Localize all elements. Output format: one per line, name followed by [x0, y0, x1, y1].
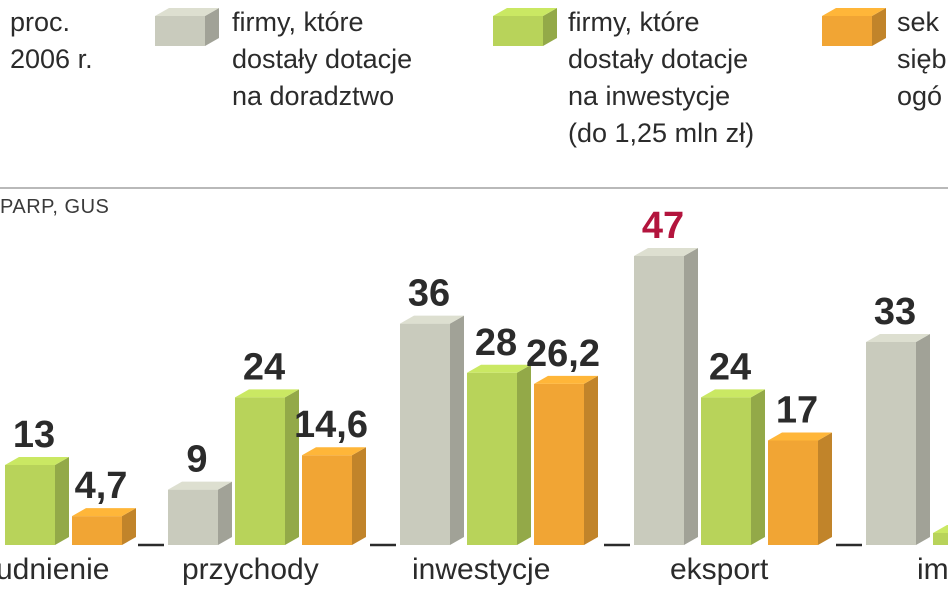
- bar-1-0-side: [218, 481, 232, 545]
- bar-3-0-front: [634, 255, 684, 545]
- bar-4-0-side: [916, 334, 930, 545]
- data-label-2-0: 36: [408, 273, 450, 315]
- bar-4-0-front: [866, 342, 916, 545]
- legend-entry-2: firmy, które dostały dotacje na inwestyc…: [568, 4, 754, 152]
- legend-2-line1: firmy, które: [568, 7, 700, 37]
- bar-2-0: [400, 315, 464, 545]
- bar-3-0-side: [684, 247, 698, 545]
- data-label-2-1: 28: [475, 322, 517, 364]
- bar-1-0: [168, 481, 232, 545]
- legend-swatch-2-top: [493, 8, 557, 16]
- bar-4-1: [933, 525, 948, 545]
- bar-3-2-front: [768, 440, 818, 545]
- category-label-eksport: eksport: [670, 553, 769, 586]
- legend-1-line1: firmy, które: [232, 7, 364, 37]
- legend-swatch-2-side: [543, 8, 557, 46]
- bar-2-2-top: [534, 375, 598, 384]
- legend-swatch-3-front: [822, 16, 872, 46]
- bar-0-1-front: [5, 465, 55, 545]
- data-label-0-1: 13: [13, 414, 55, 456]
- data-label-3-0: 47: [642, 205, 684, 247]
- bar-0-1: [5, 457, 69, 545]
- unit-label-line2: 2006 r.: [10, 44, 93, 74]
- unit-label: proc. 2006 r.: [0, 4, 93, 78]
- bar-3-2-side: [818, 432, 832, 545]
- bar-3-2: [768, 432, 832, 545]
- bar-4-0-top: [866, 334, 930, 343]
- bar-4-0: [866, 334, 930, 545]
- bar-2-2-side: [584, 375, 598, 545]
- bar-1-1-side: [285, 389, 299, 545]
- bar-2-1-top: [467, 364, 531, 373]
- category-label-inwestycje: inwestycje: [412, 553, 551, 586]
- bar-4-1-front: [933, 533, 948, 545]
- data-label-3-2: 17: [776, 389, 818, 431]
- bar-2-2: [534, 375, 598, 545]
- data-label-0-2: 4,7: [75, 465, 128, 507]
- bar-3-0: [634, 247, 698, 545]
- header-divider: [0, 187, 948, 189]
- bar-1-1-front: [235, 397, 285, 545]
- legend-swatch-1-side: [205, 8, 219, 46]
- data-label-3-1: 24: [709, 346, 751, 388]
- bar-3-2-top: [768, 432, 832, 441]
- bar-0-1-side: [55, 457, 69, 545]
- bar-1-0-top: [168, 481, 232, 490]
- data-label-1-1: 24: [243, 346, 285, 388]
- bar-1-2: [302, 447, 366, 545]
- bar-1-2-side: [352, 447, 366, 545]
- bar-0-2-front: [72, 516, 122, 545]
- bar-3-1-front: [701, 397, 751, 545]
- legend-1-line2: dostały dotacje: [232, 44, 413, 74]
- legend-entry-1: firmy, które dostały dotacje na doradztw…: [232, 4, 412, 115]
- data-label-4-0: 33: [874, 291, 916, 333]
- legend-3-line1: sek: [897, 7, 940, 37]
- bar-2-1-side: [517, 364, 531, 545]
- legend-swatch-1-front: [155, 16, 205, 46]
- data-label-1-0: 9: [186, 439, 207, 481]
- bar-0-2-top: [72, 508, 136, 517]
- bar-1-0-front: [168, 489, 218, 545]
- legend-swatch-2: [493, 8, 557, 46]
- legend-3-line3: ogó: [897, 81, 943, 111]
- category-label-zatrudnienie: udnienie: [0, 553, 110, 586]
- legend-swatch-3: [822, 8, 886, 46]
- legend-3-line2: sięb: [897, 44, 947, 74]
- bar-2-0-top: [400, 315, 464, 324]
- bar-1-1: [235, 389, 299, 545]
- legend-2-line4: (do 1,25 mln zł): [568, 118, 755, 148]
- bar-2-1-front: [467, 372, 517, 545]
- bar-1-2-front: [302, 455, 352, 545]
- legend-swatch-1: [155, 8, 219, 46]
- data-label-1-2: 14,6: [294, 404, 368, 446]
- bar-2-2-front: [534, 383, 584, 545]
- data-label-2-2: 26,2: [526, 333, 600, 375]
- legend-swatch-1-top: [155, 8, 219, 16]
- bar-3-0-top: [634, 247, 698, 256]
- bar-3-1-top: [701, 389, 765, 398]
- bar-2-0-side: [450, 315, 464, 545]
- bar-1-2-top: [302, 447, 366, 456]
- bar-0-2-side: [122, 508, 136, 545]
- category-label-import: im: [917, 553, 948, 586]
- bar-0-1-top: [5, 457, 69, 466]
- legend-entry-3: sek sięb ogó: [897, 4, 947, 115]
- legend-1-line3: na doradztwo: [232, 81, 395, 111]
- bar-3-1: [701, 389, 765, 545]
- legend-swatch-3-side: [872, 8, 886, 46]
- legend-swatch-3-top: [822, 8, 886, 16]
- legend-2-line2: dostały dotacje: [568, 44, 749, 74]
- unit-label-line1: proc.: [10, 7, 71, 37]
- bar-2-1: [467, 364, 531, 545]
- legend-2-line3: na inwestycje: [568, 81, 731, 111]
- source-note: PARP, GUS: [0, 196, 110, 218]
- bar-1-1-top: [235, 389, 299, 398]
- bar-0-2: [72, 508, 136, 545]
- bar-4-1-top: [933, 525, 948, 533]
- bar-3-1-side: [751, 389, 765, 545]
- category-label-przychody: przychody: [182, 553, 319, 586]
- legend-swatch-2-front: [493, 16, 543, 46]
- bar-2-0-front: [400, 323, 450, 545]
